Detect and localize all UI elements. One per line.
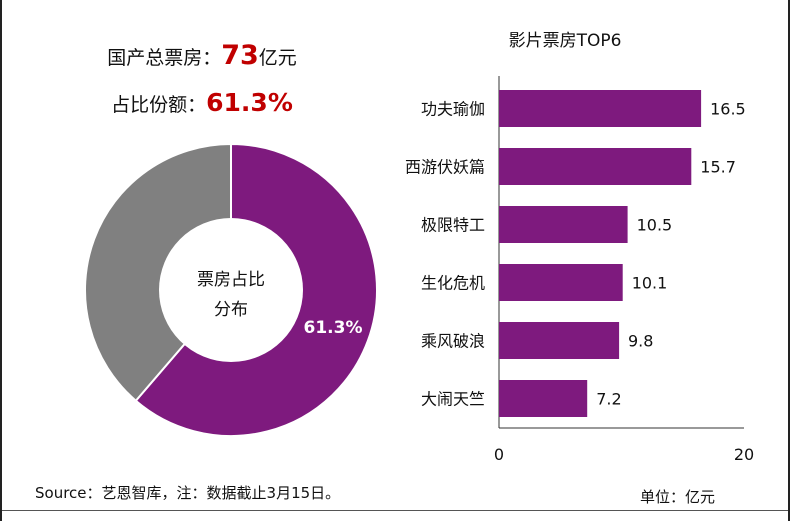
donut-hole: [159, 218, 303, 362]
bar-value-label-0: 16.5: [710, 100, 746, 119]
bar-1: [499, 148, 692, 185]
bar-category-label-0: 功夫瑜伽: [421, 100, 485, 119]
bar-value-label-5: 7.2: [596, 390, 621, 409]
bar-4: [499, 322, 620, 359]
bar-category-label-2: 极限特工: [421, 216, 485, 235]
donut-slice-label: 61.3%: [304, 318, 363, 338]
bar-value-label-4: 9.8: [628, 332, 653, 351]
donut-center-label-line2: 分布: [214, 300, 248, 320]
bar-value-label-1: 15.7: [700, 158, 736, 177]
bar-0: [499, 90, 702, 127]
total-box-office-value: 73: [221, 40, 259, 71]
bar-category-label-5: 大闹天竺: [421, 390, 485, 409]
donut-center-label-line1: 票房占比: [197, 270, 265, 290]
bar-3: [499, 264, 623, 301]
bar-2: [499, 206, 628, 243]
bar-category-label-3: 生化危机: [421, 274, 485, 293]
bar-category-label-4: 乘风破浪: [421, 332, 485, 351]
bar-value-label-3: 10.1: [632, 274, 668, 293]
donut-slice-1: [84, 142, 232, 403]
share-value: 61.3%: [206, 88, 293, 117]
bar-value-label-2: 10.5: [637, 216, 673, 235]
total-box-office-label: 国产总票房：: [107, 47, 222, 69]
total-box-office-stat: 国产总票房：73亿元: [2, 40, 402, 71]
bar-chart-title: 影片票房TOP6: [509, 31, 622, 51]
share-label: 占比份额：: [111, 94, 207, 116]
unit-note: 单位：亿元: [640, 488, 716, 506]
bottom-divider: [2, 510, 788, 511]
bar-category-label-1: 西游伏妖篇: [405, 158, 485, 177]
x-tick-label-20: 20: [734, 445, 754, 464]
bar-5: [499, 380, 588, 417]
source-note: Source：艺恩智库，注：数据截止3月15日。: [35, 484, 341, 502]
x-tick-label-0: 0: [494, 445, 504, 464]
total-box-office-unit: 亿元: [258, 47, 297, 69]
share-stat: 占比份额：61.3%: [2, 88, 402, 117]
